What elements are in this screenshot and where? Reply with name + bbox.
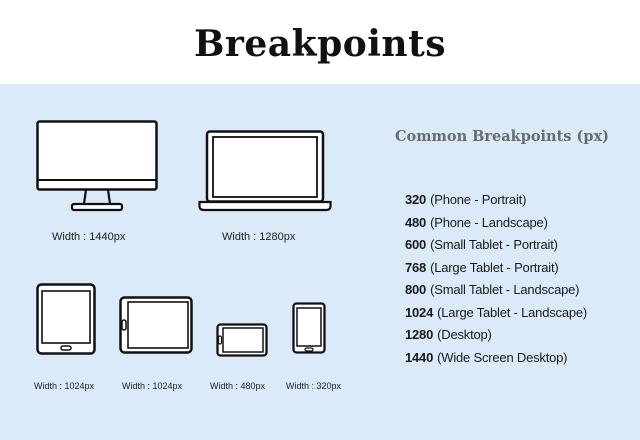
breakpoint-description: (Small Tablet - Portrait): [430, 237, 558, 252]
laptop-icon: [198, 130, 332, 212]
tablet-landscape-icon: [119, 296, 193, 354]
breakpoint-description: (Large Tablet - Landscape): [437, 304, 588, 320]
list-item: 600 (Small Tablet - Portrait): [405, 234, 587, 257]
header: Breakpoints: [0, 0, 640, 84]
device-width-label: Width : 1024px: [122, 381, 183, 391]
breakpoint-width: 1280: [405, 327, 434, 342]
list-item: 1280 (Desktop): [405, 324, 587, 347]
breakpoint-description: (Small Tablet - Landscape): [430, 282, 580, 297]
breakpoint-description: (Large Tablet - Portrait): [430, 259, 559, 275]
list-item: 768 (Large Tablet - Portrait): [405, 257, 587, 280]
page-title: Breakpoints: [194, 23, 446, 65]
breakpoint-description: (Phone - Portrait): [430, 192, 527, 207]
desktop-monitor-icon: [36, 120, 158, 214]
device-width-label: Width : 1440px: [52, 231, 126, 243]
breakpoint-width: 480: [405, 214, 427, 230]
phone-landscape-icon: [216, 323, 268, 357]
device-width-label: Width : 480px: [210, 381, 266, 391]
breakpoint-list: 320 (Phone - Portrait) 480 (Phone - Landsc…: [405, 189, 587, 369]
breakpoint-width: 800: [405, 282, 427, 297]
list-item: 480 (Phone - Landscape): [405, 212, 587, 235]
breakpoint-width: 768: [405, 259, 427, 275]
breakpoint-description: (Desktop): [437, 327, 492, 342]
breakpoint-width: 1440: [405, 349, 434, 365]
device-width-label: Width : 1024px: [34, 381, 95, 391]
device-width-label: Width : 320px: [286, 381, 342, 391]
device-width-label: Width : 1280px: [222, 231, 296, 243]
breakpoint-width: 600: [405, 237, 427, 252]
list-item: 1440 (Wide Screen Desktop): [405, 347, 587, 370]
list-item: 320 (Phone - Portrait): [405, 189, 587, 212]
breakpoint-description: (Wide Screen Desktop): [437, 349, 568, 365]
breakpoint-description: (Phone - Landscape): [430, 214, 548, 230]
common-breakpoints-title: Common Breakpoints (px): [395, 128, 609, 145]
list-item: 1024 (Large Tablet - Landscape): [405, 302, 587, 325]
tablet-portrait-icon: [36, 283, 96, 355]
breakpoint-width: 1024: [405, 304, 434, 320]
list-item: 800 (Small Tablet - Landscape): [405, 279, 587, 302]
phone-portrait-icon: [292, 302, 326, 354]
breakpoint-width: 320: [405, 192, 427, 207]
